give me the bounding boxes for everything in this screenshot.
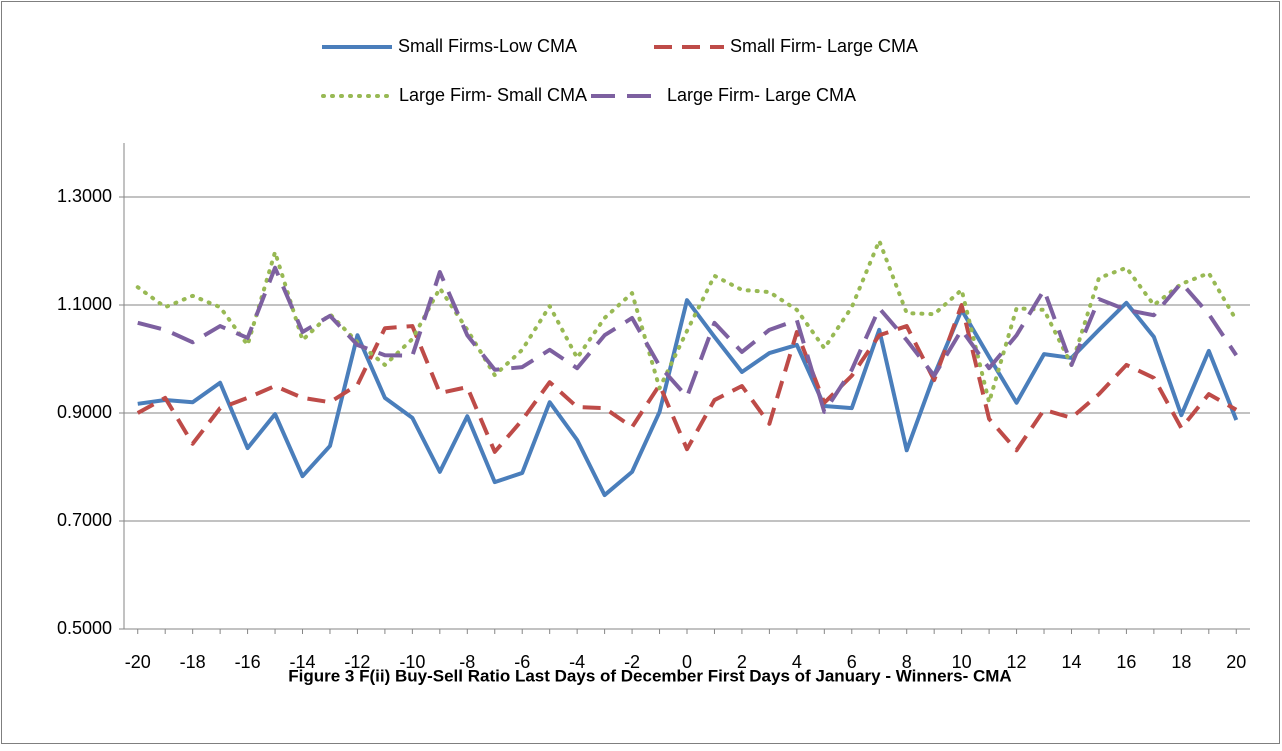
x-tick-label: -6 (514, 652, 530, 672)
series-line (137, 265, 1238, 414)
x-tick-label: -12 (344, 652, 370, 672)
y-tick-label: 1.3000 (57, 186, 112, 206)
x-tick-label: 0 (682, 652, 692, 672)
chart-title: Figure 3 F(ii) Buy-Sell Ratio Last Days … (288, 666, 1011, 685)
legend-label: Large Firm- Small CMA (399, 85, 587, 105)
x-tick-label: 10 (952, 652, 972, 672)
series-line (135, 238, 1239, 405)
x-tick-label: -2 (624, 652, 640, 672)
x-tick-label: 16 (1116, 652, 1136, 672)
x-tick-label: -14 (290, 652, 316, 672)
y-tick-label: 0.5000 (57, 618, 112, 638)
y-tick-label: 0.7000 (57, 510, 112, 530)
y-tick-label: 0.9000 (57, 402, 112, 422)
x-tick-label: 4 (792, 652, 802, 672)
x-tick-label: -20 (125, 652, 151, 672)
x-tick-label: 12 (1007, 652, 1027, 672)
series-line (137, 298, 1239, 498)
x-tick-label: 18 (1171, 652, 1191, 672)
legend-label: Small Firm- Large CMA (730, 36, 918, 56)
x-tick-label: 14 (1061, 652, 1081, 672)
legend-label: Large Firm- Large CMA (667, 85, 856, 105)
y-tick-label: 1.1000 (57, 294, 112, 314)
x-tick-label: -16 (235, 652, 261, 672)
x-tick-label: 8 (902, 652, 912, 672)
legend-label: Small Firms-Low CMA (398, 36, 577, 56)
x-tick-label: 2 (737, 652, 747, 672)
x-tick-label: -4 (569, 652, 585, 672)
x-tick-label: 20 (1226, 652, 1246, 672)
x-tick-label: -18 (180, 652, 206, 672)
x-tick-label: -10 (399, 652, 425, 672)
series-line (136, 303, 1238, 454)
x-tick-label: -8 (459, 652, 475, 672)
x-tick-label: 6 (847, 652, 857, 672)
